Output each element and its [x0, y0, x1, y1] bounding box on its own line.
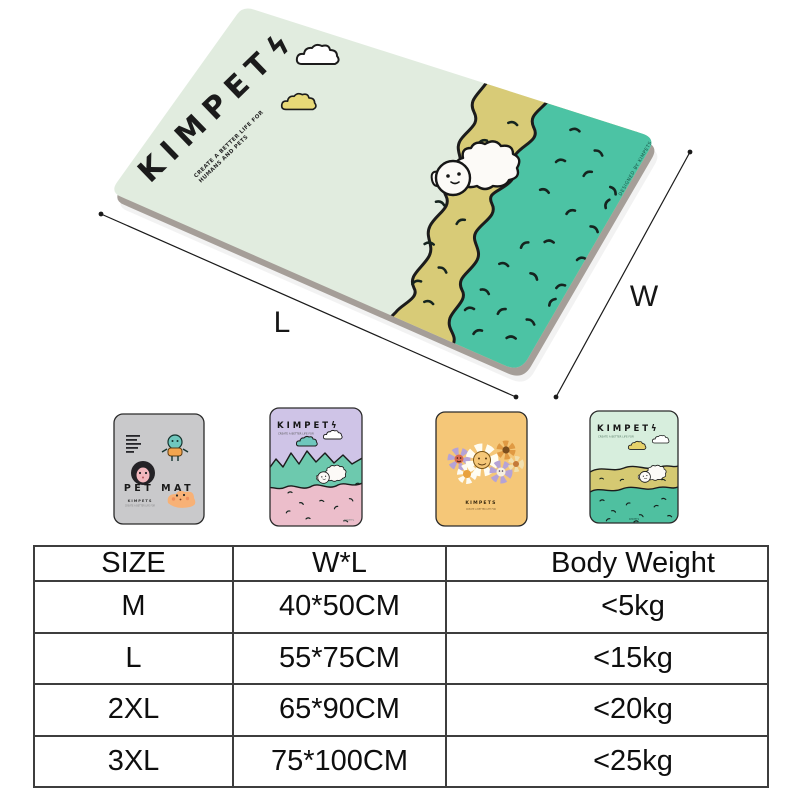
thumbnail1-label: PET MAT: [124, 483, 194, 494]
thumbnail2-brand: KIMPETϟ: [277, 421, 340, 431]
col-header-size: SIZE: [33, 545, 234, 582]
thumbnail4-tagline: CREATE A BETTER LIFE FOR: [598, 435, 634, 439]
orange-blob-character-graphic: [167, 490, 196, 508]
dimensions-cell: 40*50CM: [232, 580, 447, 634]
size-table-header-row: SIZE W*L Body Weight: [33, 545, 769, 582]
width-dimension: W: [553, 149, 693, 400]
tiny-text-block: [126, 435, 141, 453]
size-row-l: L 55*75CM <15kg: [33, 631, 769, 685]
thumbnail-purple-pink-mat[interactable]: KIMPETϟ CREATE A BETTER LIFE FOR KIMPETS: [268, 407, 364, 527]
dimensions-cell: 55*75CM: [232, 631, 447, 685]
thumbnail3-border: [435, 411, 528, 527]
size-row-2xl: 2XL 65*90CM <20kg: [33, 683, 769, 737]
length-dimension: L: [98, 211, 519, 400]
thumbnail-orange-flower-mat[interactable]: KIMPETS CREATE A BETTER LIFE FOR: [435, 411, 528, 527]
dimensions-cell: 75*100CM: [232, 734, 447, 788]
round-pet-face-graphic: [131, 461, 155, 485]
size-row-3xl: 3XL 75*100CM <25kg: [33, 734, 769, 788]
thumbnail2-brand-small: KIMPETS: [344, 519, 355, 522]
size-cell: 2XL: [33, 683, 234, 737]
thumb4-water-outline: [590, 486, 678, 493]
size-cell: M: [33, 580, 234, 634]
water-outline: [447, 100, 549, 347]
width-line-start-dot: [687, 149, 693, 155]
col-header-body-weight: Body Weight: [445, 545, 769, 582]
flower-cluster-graphic: [447, 440, 524, 484]
thumbnail1-border: [113, 413, 205, 525]
width-line-end-dot: [553, 394, 559, 400]
length-dimension-line: [100, 213, 517, 398]
body-weight-cell: <20kg: [445, 683, 769, 737]
thumbnail2-border: [269, 407, 363, 527]
width-label: W: [630, 280, 659, 313]
body-weight-cell: <25kg: [445, 734, 769, 788]
thumbnail1-tagline-small: CREATE A BETTER LIFE FOR: [125, 505, 156, 508]
dimensions-cell: 65*90CM: [232, 683, 447, 737]
size-cell: 3XL: [33, 734, 234, 788]
thumb4-water: [590, 487, 678, 523]
body-weight-cell: <5kg: [445, 580, 769, 634]
frog-character-graphic: [161, 434, 189, 461]
size-table: SIZE W*L Body Weight M 40*50CM <5kg L 55…: [33, 545, 769, 788]
thumbnail2-tagline: CREATE A BETTER LIFE FOR: [278, 432, 314, 436]
thumbnail4-brand-small: KIMPETS: [629, 518, 640, 521]
body-weight-cell: <15kg: [445, 631, 769, 685]
thumbnail-gray-pet-mat[interactable]: PET MAT KIMPETS CREATE A BETTER LIFE FOR: [113, 413, 205, 525]
length-line-start-dot: [98, 211, 104, 217]
thumbnail4-brand: KIMPETϟ: [597, 424, 660, 434]
size-cell: L: [33, 631, 234, 685]
main-mat-graphic: KIMPETϟ CREATE A BETTER LIFE FOR HUMANS …: [98, 8, 693, 400]
thumbnail4-border: [589, 410, 679, 524]
col-header-dimensions: W*L: [232, 545, 447, 582]
size-row-m: M 40*50CM <5kg: [33, 580, 769, 634]
thumb4-sand-outline: [590, 465, 678, 473]
thumbnail3-tagline: CREATE A BETTER LIFE FOR: [466, 508, 497, 511]
product-showcase: KIMPETϟ CREATE A BETTER LIFE FOR HUMANS …: [98, 8, 693, 527]
length-label: L: [274, 306, 291, 339]
thumbnail3-brand-small: KIMPETS: [465, 500, 496, 506]
length-line-end-dot: [513, 394, 519, 400]
thumbnail-mint-beach-mat[interactable]: KIMPETϟ CREATE A BETTER LIFE FOR: [589, 410, 679, 526]
thumbnail1-brand-small: KIMPETS: [128, 499, 153, 503]
width-dimension-line: [555, 151, 691, 398]
